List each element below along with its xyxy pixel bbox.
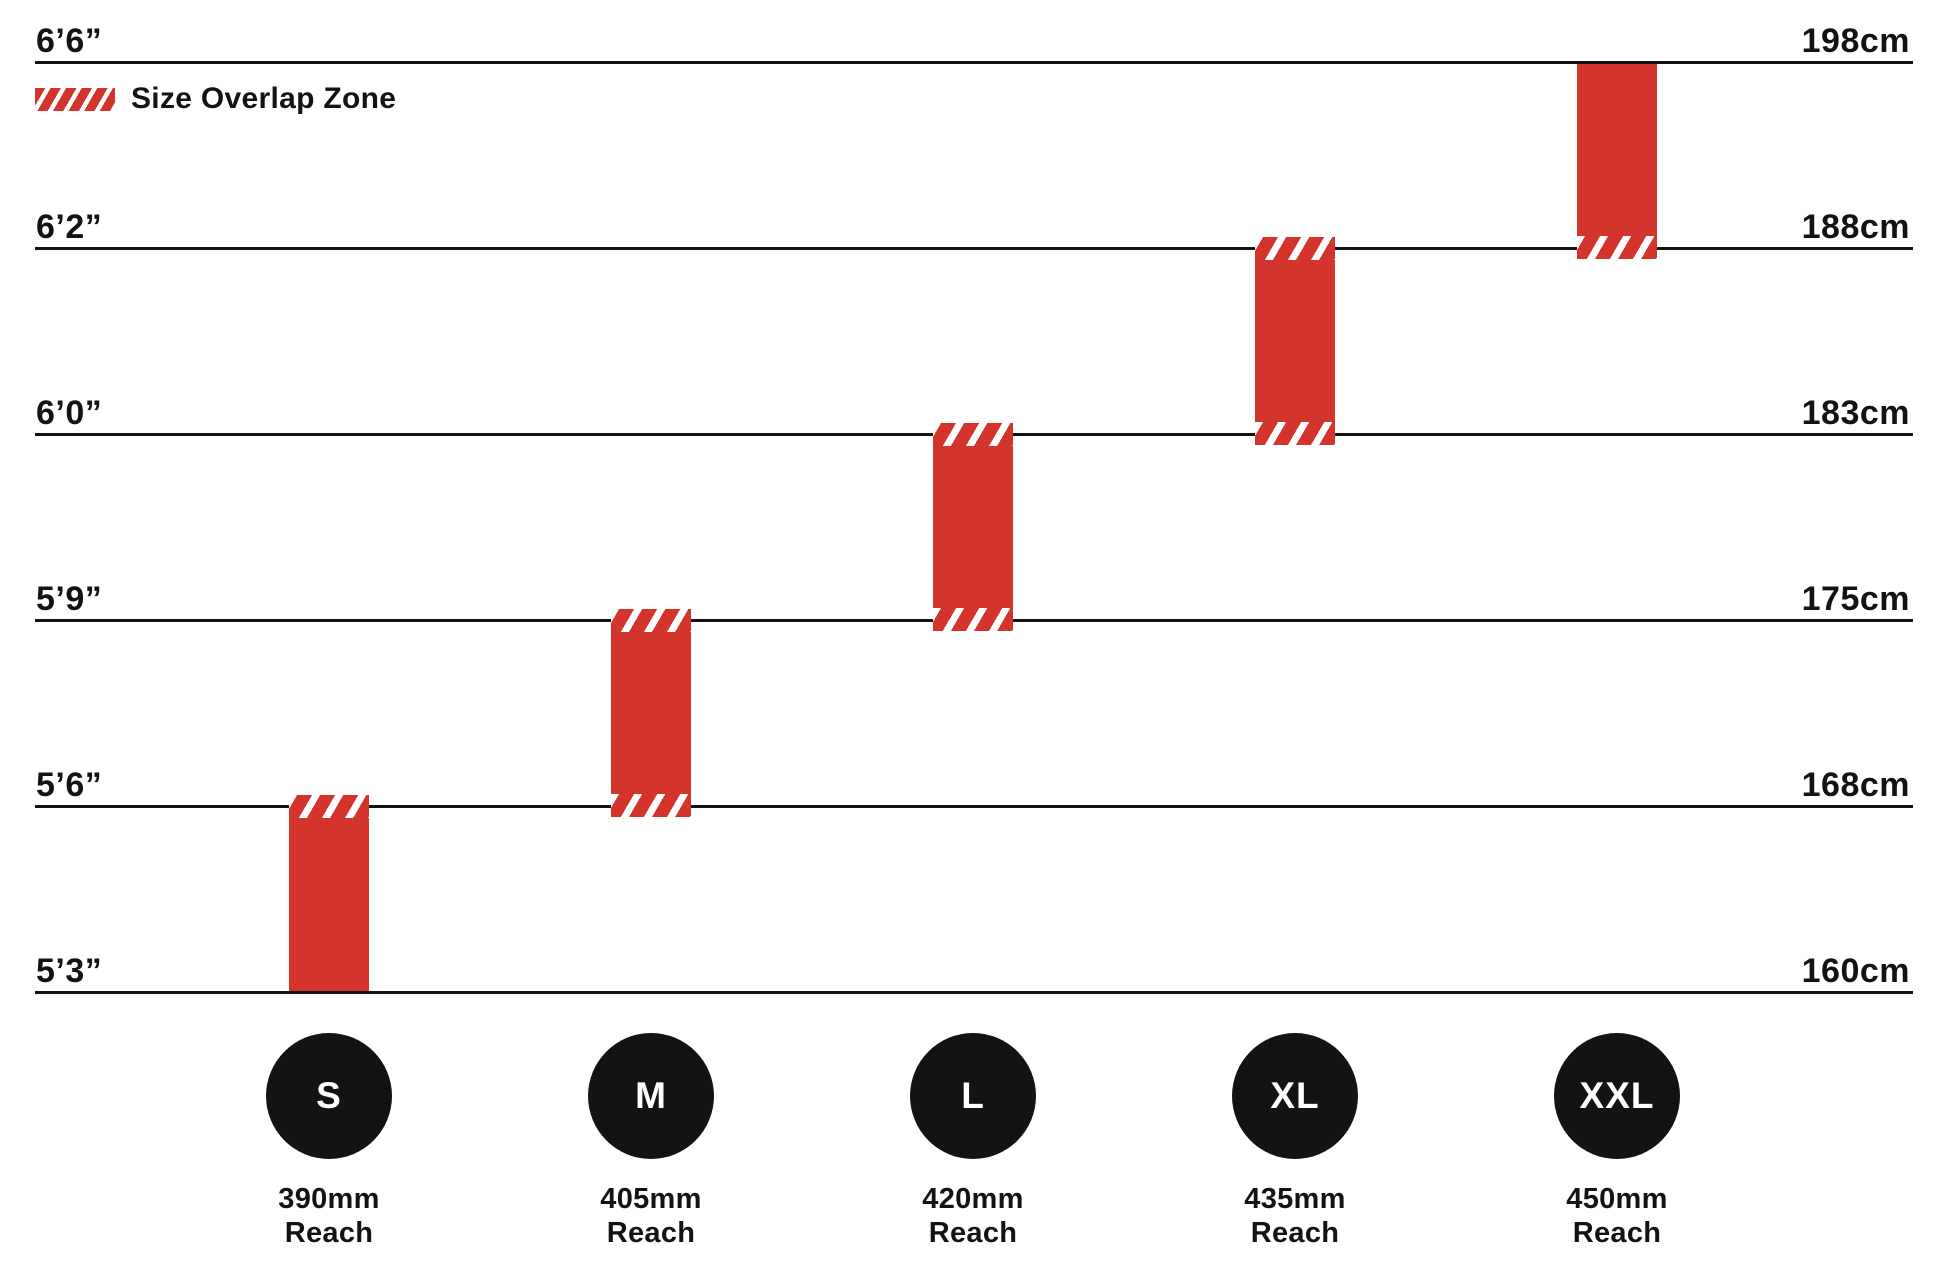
legend-label: Size Overlap Zone xyxy=(131,82,397,115)
height-label-imperial-183: 6’0” xyxy=(36,394,103,432)
reach-label-xl: 435mm Reach xyxy=(1185,1182,1405,1250)
reach-word: Reach xyxy=(1250,1217,1340,1249)
size-badge-label: S xyxy=(316,1075,342,1116)
size-badge-xxl: XXL xyxy=(1554,1033,1680,1159)
size-badge-m: M xyxy=(588,1033,714,1159)
overlap-hatch-bottom xyxy=(933,608,1013,631)
height-label-metric-168: 168cm xyxy=(1801,766,1910,804)
height-label-imperial-168: 5’6” xyxy=(36,766,103,804)
reach-word: Reach xyxy=(284,1217,374,1249)
overlap-hatch-top xyxy=(1255,237,1335,260)
legend: Size Overlap Zone xyxy=(35,84,396,114)
overlap-hatch-bottom xyxy=(1577,236,1657,259)
reach-word: Reach xyxy=(928,1217,1018,1249)
size-badge-label: XXL xyxy=(1579,1075,1655,1116)
size-badge-xl: XL xyxy=(1232,1033,1358,1159)
overlap-hatch-bottom xyxy=(611,794,691,817)
reach-value: 435mm xyxy=(1244,1183,1346,1215)
size-bar-m xyxy=(611,609,691,817)
height-label-imperial-188: 6’2” xyxy=(36,208,103,246)
size-badge-s: S xyxy=(266,1033,392,1159)
gridline-188 xyxy=(35,247,1913,250)
reach-label-l: 420mm Reach xyxy=(863,1182,1083,1250)
reach-label-xxl: 450mm Reach xyxy=(1507,1182,1727,1250)
height-label-metric-175: 175cm xyxy=(1801,580,1910,618)
overlap-hatch-bottom xyxy=(1255,422,1335,445)
overlap-hatch-top xyxy=(289,795,369,818)
reach-value: 405mm xyxy=(600,1183,702,1215)
height-label-metric-198: 198cm xyxy=(1801,22,1910,60)
size-badge-l: L xyxy=(910,1033,1036,1159)
height-label-imperial-198: 6’6” xyxy=(36,22,103,60)
size-badge-label: M xyxy=(635,1075,667,1116)
height-label-imperial-160: 5’3” xyxy=(36,952,103,990)
overlap-hatch-top xyxy=(933,423,1013,446)
size-badge-label: XL xyxy=(1270,1075,1320,1116)
overlap-hatch-swatch-icon xyxy=(35,87,115,111)
reach-value: 390mm xyxy=(278,1183,380,1215)
height-label-metric-188: 188cm xyxy=(1801,208,1910,246)
reach-label-m: 405mm Reach xyxy=(541,1182,761,1250)
size-badge-label: L xyxy=(961,1075,985,1116)
size-bar-s xyxy=(289,795,369,991)
reach-word: Reach xyxy=(1572,1217,1662,1249)
overlap-hatch-top xyxy=(611,609,691,632)
gridline-168 xyxy=(35,805,1913,808)
reach-value: 450mm xyxy=(1566,1183,1668,1215)
gridline-160 xyxy=(35,991,1913,994)
size-bar-xl xyxy=(1255,237,1335,445)
height-label-metric-160: 160cm xyxy=(1801,952,1910,990)
height-label-metric-183: 183cm xyxy=(1801,394,1910,432)
reach-label-s: 390mm Reach xyxy=(219,1182,439,1250)
gridline-198 xyxy=(35,61,1913,64)
height-label-imperial-175: 5’9” xyxy=(36,580,103,618)
reach-word: Reach xyxy=(606,1217,696,1249)
size-bar-xxl xyxy=(1577,64,1657,259)
reach-value: 420mm xyxy=(922,1183,1024,1215)
size-bar-l xyxy=(933,423,1013,631)
